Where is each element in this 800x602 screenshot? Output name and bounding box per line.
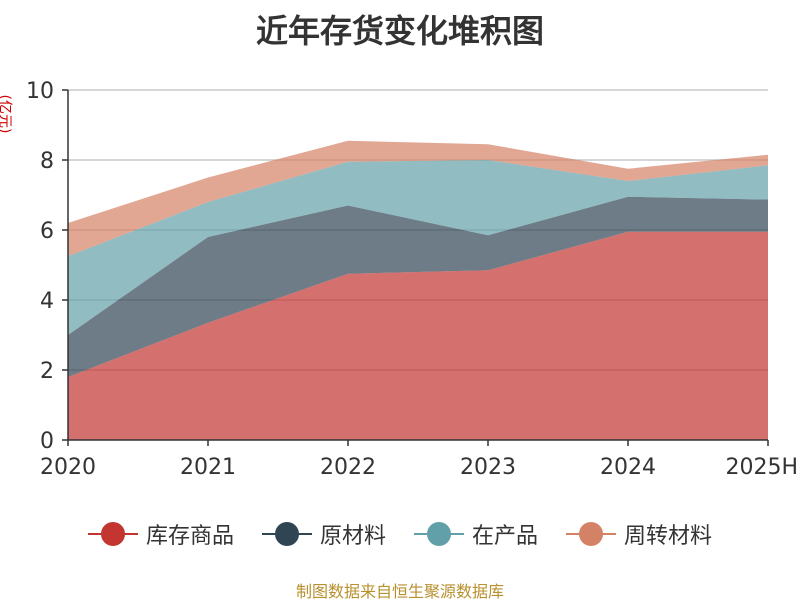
legend-swatch	[566, 522, 616, 546]
legend-swatch	[88, 522, 138, 546]
legend-swatch-dot	[579, 522, 603, 546]
stacked-area-chart: 0 2 4 6 8 10 2020 2021 2022 2023 2024 2025H	[0, 0, 800, 510]
legend: 库存商品 原材料 在产品 周转材料	[0, 518, 800, 550]
legend-swatch-dot	[101, 522, 125, 546]
legend-item[interactable]: 库存商品	[88, 518, 234, 550]
legend-item[interactable]: 在产品	[414, 518, 538, 550]
legend-label: 原材料	[320, 518, 386, 550]
legend-swatch	[262, 522, 312, 546]
legend-label: 在产品	[472, 518, 538, 550]
y-tick-label: 6	[40, 219, 54, 244]
area-series	[68, 141, 768, 440]
x-tick-label: 2023	[460, 455, 516, 480]
y-tick-label: 4	[40, 289, 54, 314]
legend-label: 库存商品	[146, 518, 234, 550]
legend-item[interactable]: 周转材料	[566, 518, 712, 550]
source-note: 制图数据来自恒生聚源数据库	[0, 578, 800, 602]
legend-item[interactable]: 原材料	[262, 518, 386, 550]
legend-label: 周转材料	[624, 518, 712, 550]
x-tick-label: 2020	[40, 455, 96, 480]
legend-swatch	[414, 522, 464, 546]
legend-swatch-dot	[275, 522, 299, 546]
legend-swatch-dot	[427, 522, 451, 546]
y-tick-label: 10	[26, 79, 54, 104]
x-tick-label: 2022	[320, 455, 376, 480]
y-tick-label: 2	[40, 359, 54, 384]
y-tick-label: 8	[40, 149, 54, 174]
x-tick-label: 2021	[180, 455, 236, 480]
x-tick-label: 2025H	[725, 455, 798, 480]
x-tick-label: 2024	[600, 455, 656, 480]
y-tick-label: 0	[40, 429, 54, 454]
